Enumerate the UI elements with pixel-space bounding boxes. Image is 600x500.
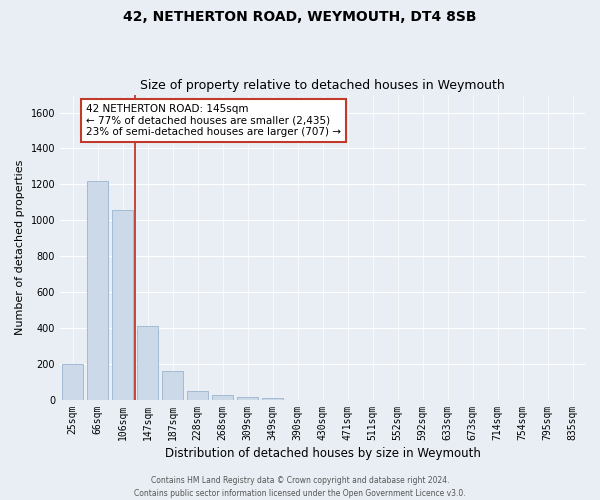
Y-axis label: Number of detached properties: Number of detached properties: [15, 160, 25, 335]
Text: 42, NETHERTON ROAD, WEYMOUTH, DT4 8SB: 42, NETHERTON ROAD, WEYMOUTH, DT4 8SB: [123, 10, 477, 24]
Title: Size of property relative to detached houses in Weymouth: Size of property relative to detached ho…: [140, 79, 505, 92]
Bar: [62, 364, 83, 400]
Bar: [237, 397, 258, 400]
Text: 42 NETHERTON ROAD: 145sqm
← 77% of detached houses are smaller (2,435)
23% of se: 42 NETHERTON ROAD: 145sqm ← 77% of detac…: [86, 104, 341, 137]
Bar: [112, 210, 133, 400]
Bar: [162, 371, 183, 400]
Bar: [187, 391, 208, 400]
Bar: [262, 398, 283, 400]
X-axis label: Distribution of detached houses by size in Weymouth: Distribution of detached houses by size …: [164, 447, 481, 460]
Bar: [87, 181, 108, 400]
Bar: [212, 396, 233, 400]
Bar: [137, 326, 158, 400]
Text: Contains HM Land Registry data © Crown copyright and database right 2024.
Contai: Contains HM Land Registry data © Crown c…: [134, 476, 466, 498]
